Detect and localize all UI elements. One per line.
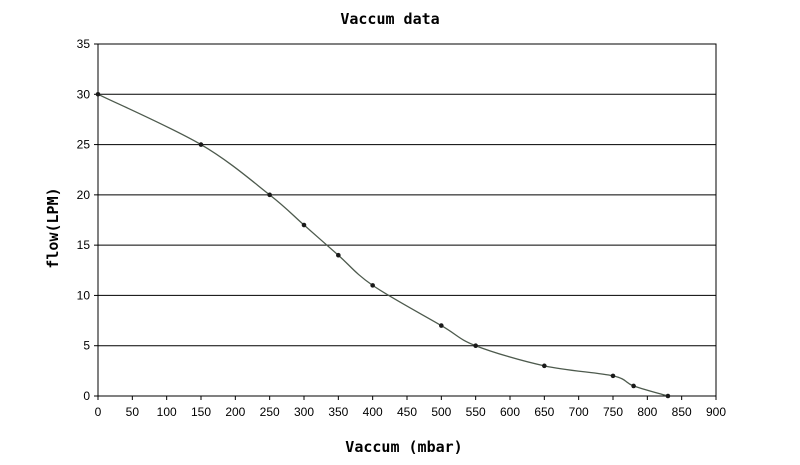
- x-tick-label: 900: [706, 405, 726, 419]
- x-tick-label: 550: [466, 405, 486, 419]
- x-tick-label: 0: [95, 405, 102, 419]
- x-tick-label: 500: [431, 405, 451, 419]
- y-tick-label: 20: [77, 188, 91, 202]
- data-point: [610, 373, 616, 379]
- y-tick-label: 25: [77, 138, 91, 152]
- x-axis-label: Vaccum (mbar): [345, 438, 462, 456]
- grid-lines: [98, 43, 716, 397]
- x-tick-label: 200: [225, 405, 245, 419]
- data-point: [473, 343, 478, 349]
- x-tick-label: 50: [126, 405, 140, 419]
- data-point: [198, 142, 204, 147]
- x-tick-label: 350: [328, 405, 348, 419]
- data-point: [336, 252, 341, 258]
- y-tick-label: 30: [77, 87, 91, 101]
- data-point: [631, 383, 636, 389]
- x-tick-label: 150: [191, 405, 211, 419]
- y-axis-ticks: 0 5 10 15 20 25 30 35: [77, 37, 98, 403]
- x-tick-label: 600: [500, 405, 520, 419]
- x-tick-label: 450: [397, 405, 417, 419]
- series-markers: [95, 91, 671, 399]
- y-tick-label: 5: [83, 339, 90, 353]
- y-tick-label: 35: [77, 37, 91, 51]
- x-tick-label: 100: [157, 405, 177, 419]
- x-tick-label: 400: [363, 405, 383, 419]
- plot-frame: [97, 43, 717, 397]
- data-point: [542, 363, 547, 369]
- x-tick-label: 650: [534, 405, 554, 419]
- x-tick-label: 750: [603, 405, 623, 419]
- chart-title: Vaccum data: [340, 10, 439, 28]
- data-point: [95, 91, 101, 97]
- x-tick-label: 250: [260, 405, 280, 419]
- y-tick-label: 15: [77, 238, 91, 252]
- x-tick-label: 850: [672, 405, 692, 419]
- y-tick-label: 0: [83, 389, 90, 403]
- x-tick-label: 300: [294, 405, 314, 419]
- x-tick-label: 700: [569, 405, 589, 419]
- data-point: [665, 393, 671, 399]
- y-axis-label: flow(LPM): [44, 187, 62, 268]
- data-point: [439, 323, 444, 328]
- data-point: [301, 222, 307, 228]
- x-tick-label: 800: [637, 405, 657, 419]
- data-point: [267, 192, 272, 198]
- data-point: [370, 283, 375, 288]
- y-tick-label: 10: [77, 288, 91, 302]
- x-axis-ticks: 0 50 100 150 200 250 300 350 400 450 500 550 600 650 7…: [95, 396, 726, 419]
